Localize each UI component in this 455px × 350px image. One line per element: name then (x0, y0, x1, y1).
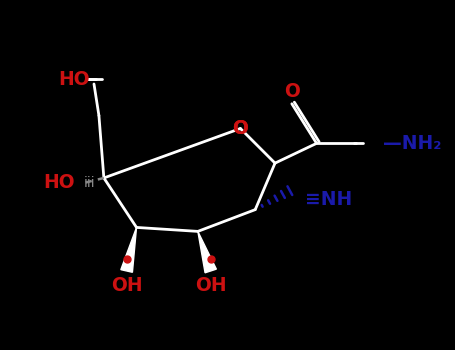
Text: OH: OH (111, 276, 142, 295)
Text: iii: iii (84, 176, 96, 190)
Text: HO: HO (58, 70, 90, 89)
Text: —NH₂: —NH₂ (383, 134, 441, 153)
Text: O: O (233, 119, 248, 138)
Text: OH: OH (195, 276, 227, 295)
Text: ≡NH: ≡NH (305, 190, 352, 209)
Text: HO: HO (44, 173, 75, 193)
Text: O: O (284, 82, 300, 102)
Polygon shape (121, 228, 136, 272)
Polygon shape (198, 231, 217, 273)
Text: O: O (233, 119, 248, 138)
